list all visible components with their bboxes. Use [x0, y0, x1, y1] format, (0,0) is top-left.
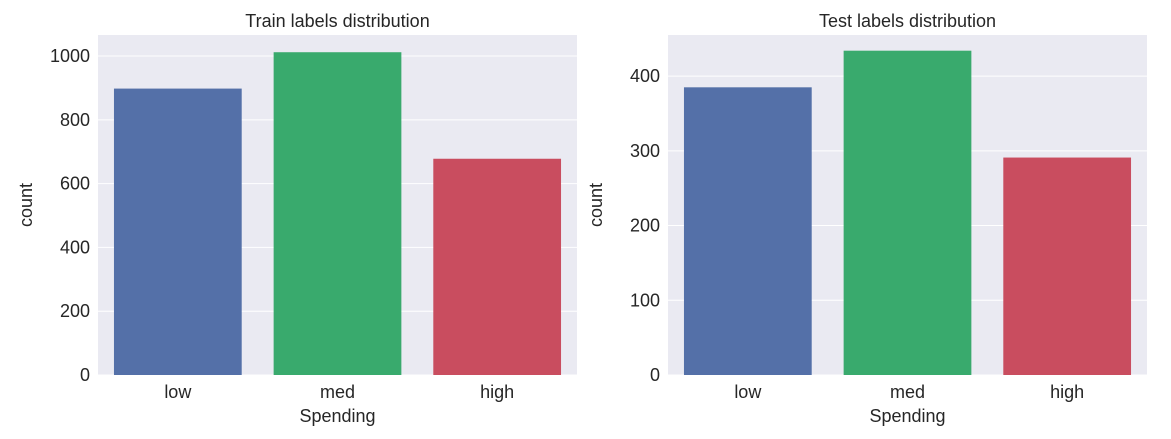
- x-axis-label: Spending: [299, 406, 375, 426]
- y-tick-label: 100: [630, 290, 660, 310]
- x-tick-label: med: [890, 382, 925, 402]
- y-axis-label: count: [16, 183, 36, 227]
- x-tick-label: high: [1050, 382, 1084, 402]
- bar-high: [1003, 157, 1132, 375]
- y-tick-label: 800: [60, 110, 90, 130]
- y-tick-label: 600: [60, 174, 90, 194]
- y-tick-label: 200: [630, 216, 660, 236]
- y-tick-label: 0: [650, 365, 660, 385]
- y-tick-label: 400: [60, 237, 90, 257]
- y-tick-label: 0: [80, 365, 90, 385]
- x-tick-label: high: [480, 382, 514, 402]
- chart-panel-2: 0 100 200 300 400 low med high Test labels distr…: [586, 11, 1147, 426]
- y-tick-label: 200: [60, 301, 90, 321]
- x-axis-label: Spending: [869, 406, 945, 426]
- bar-low: [683, 87, 812, 376]
- bar-med: [273, 52, 402, 375]
- bar-low: [113, 88, 242, 375]
- y-tick-label: 400: [630, 66, 660, 86]
- chart-title: Train labels distribution: [245, 11, 429, 31]
- y-tick-label: 300: [630, 141, 660, 161]
- x-tick-label: med: [320, 382, 355, 402]
- x-tick-label: low: [164, 382, 192, 402]
- y-tick-label: 1000: [50, 46, 90, 66]
- bar-high: [433, 158, 562, 375]
- x-tick-label: low: [734, 382, 762, 402]
- chart-title: Test labels distribution: [819, 11, 996, 31]
- chart-panel-1: 0 200 400 600 800 1000 low med high Train labels …: [16, 11, 577, 426]
- bar-med: [843, 50, 972, 375]
- y-axis-label: count: [586, 183, 606, 227]
